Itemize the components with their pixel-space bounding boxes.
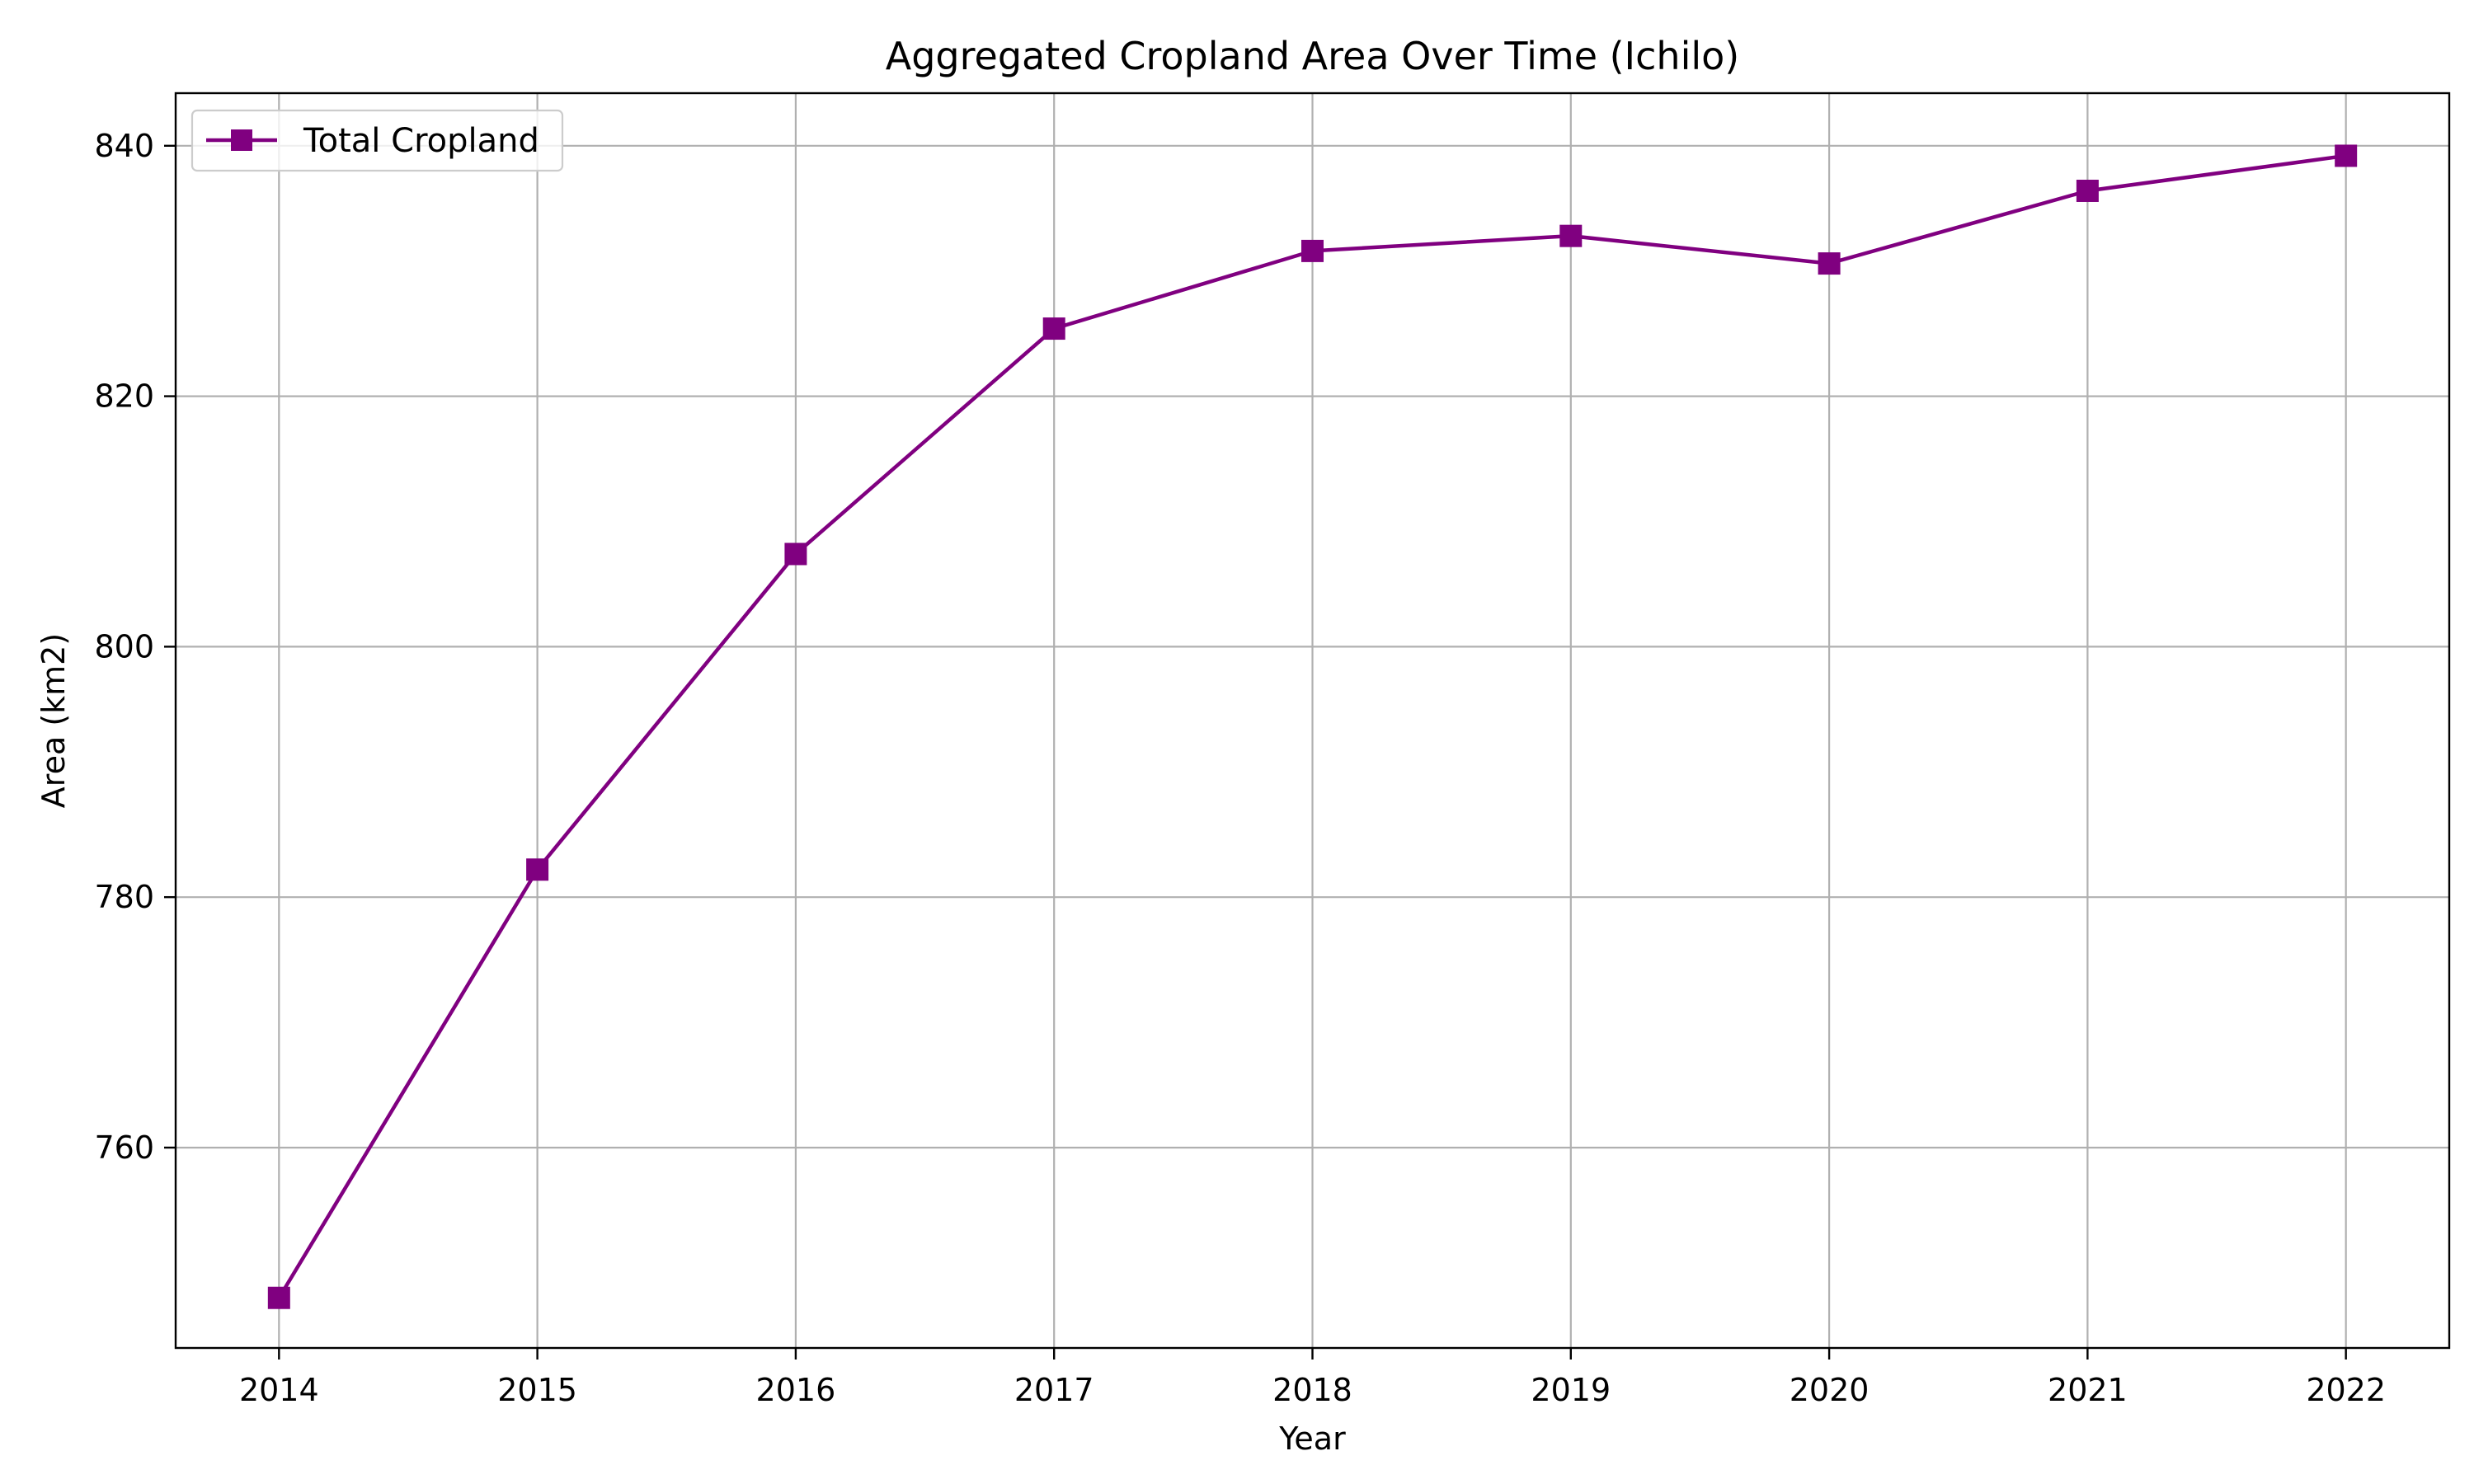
y-tick-label: 840	[94, 128, 154, 164]
y-tick-label: 800	[94, 628, 154, 665]
x-tick-label: 2015	[497, 1372, 577, 1408]
x-tick-label: 2020	[1790, 1372, 1870, 1408]
x-tick-label: 2022	[2306, 1372, 2386, 1408]
grid-layer	[176, 93, 2449, 1348]
legend-label: Total Cropland	[303, 122, 539, 160]
data-point-marker	[1301, 239, 1324, 262]
data-point-marker	[2076, 179, 2099, 202]
legend-box	[190, 109, 564, 172]
y-tick-label: 820	[94, 378, 154, 415]
series-layer	[267, 144, 2358, 1309]
data-point-marker	[1042, 317, 1065, 340]
x-tick-label: 2021	[2048, 1372, 2128, 1408]
data-point-marker	[526, 858, 549, 881]
data-point-marker	[1818, 252, 1841, 275]
y-tick-label: 780	[94, 879, 154, 915]
x-tick-label: 2019	[1531, 1372, 1611, 1408]
x-axis-label: Year	[1278, 1421, 1346, 1457]
data-point-marker	[1559, 224, 1583, 247]
chart-title: Aggregated Cropland Area Over Time (Ichi…	[886, 34, 1739, 78]
y-tick-label: 760	[94, 1129, 154, 1166]
x-tick-label: 2017	[1014, 1372, 1094, 1408]
legend: Total Cropland	[190, 109, 564, 172]
legend-marker-square	[231, 129, 252, 151]
ticks-layer: 2014 2015 2016 2017 2018 2019 2020 2021 2022 760 7…	[94, 128, 2386, 1408]
data-point-marker	[784, 542, 807, 566]
x-tick-label: 2014	[239, 1372, 319, 1408]
x-tick-label: 2018	[1272, 1372, 1352, 1408]
data-point-marker	[2335, 144, 2358, 167]
y-axis-label: Area (km2)	[35, 633, 72, 808]
x-tick-label: 2016	[756, 1372, 836, 1408]
data-point-marker	[267, 1286, 290, 1309]
